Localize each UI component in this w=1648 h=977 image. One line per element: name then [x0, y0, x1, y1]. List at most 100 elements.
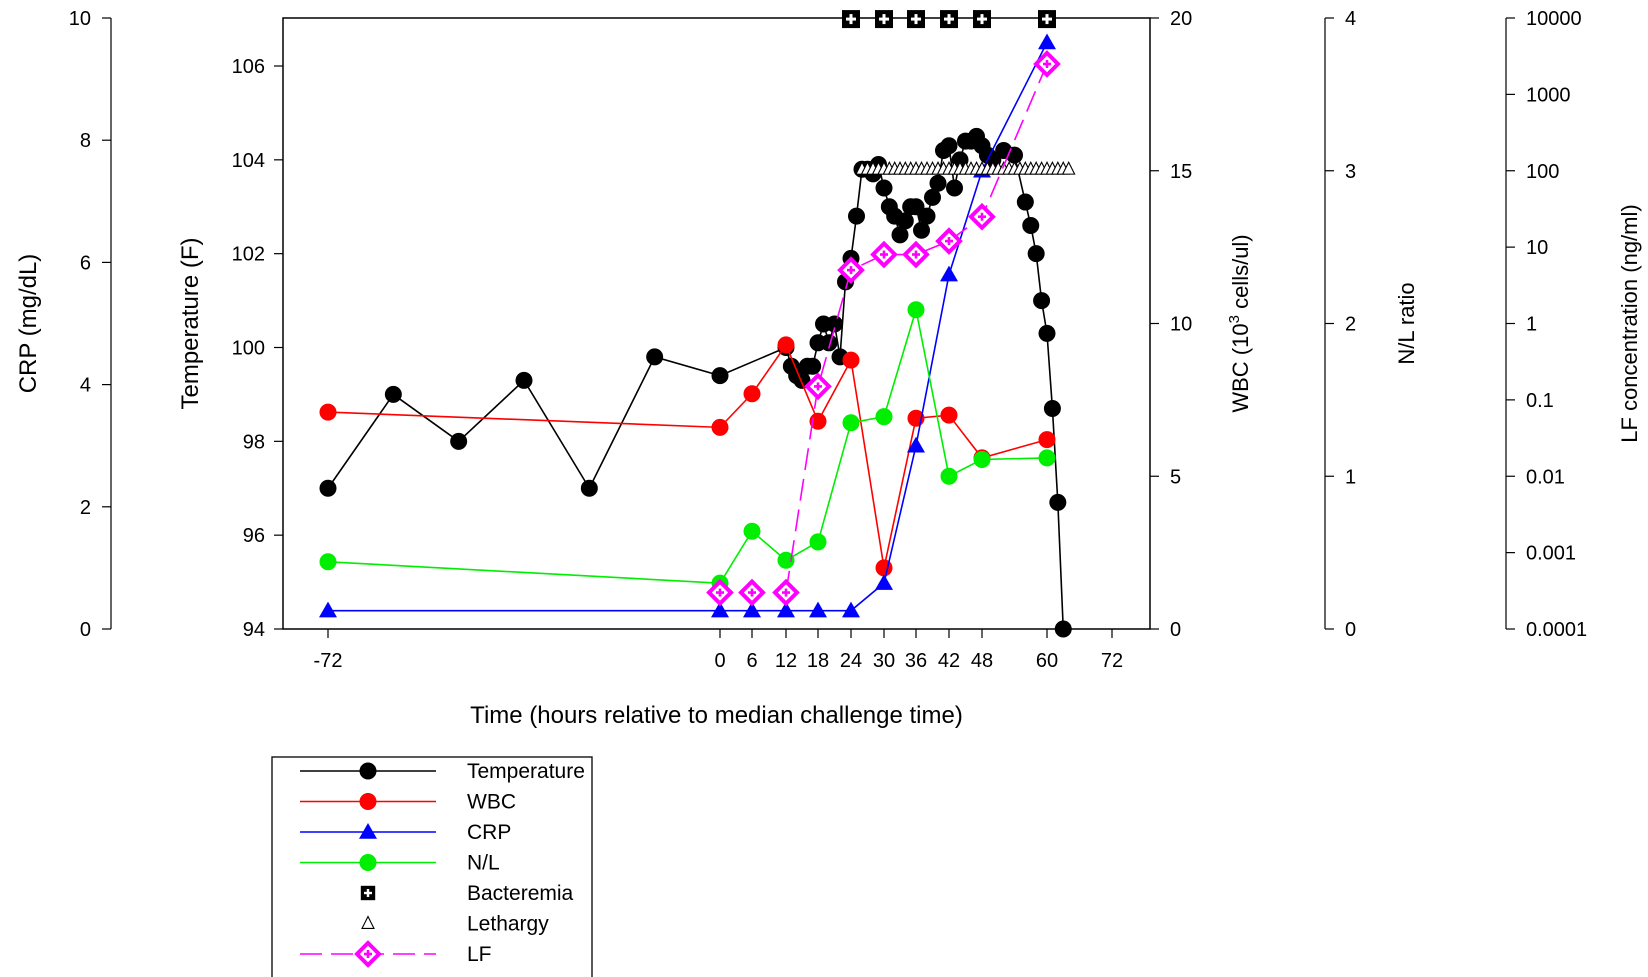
data-point	[743, 385, 761, 403]
wbc-tick-label: 10	[1170, 314, 1192, 336]
nl-tick-label: 0	[1345, 619, 1356, 641]
data-point	[968, 202, 996, 231]
data-point	[1033, 292, 1051, 310]
legend-item: Lethargy	[361, 913, 549, 936]
legend-marker	[359, 823, 377, 839]
data-point	[1038, 324, 1056, 342]
data-point	[940, 406, 958, 424]
data-point	[973, 450, 991, 468]
legend: Temperature WBC CRP N/L Bacteremia Lethargy LF	[271, 756, 593, 977]
x-tick-label: 0	[714, 650, 725, 672]
data-point	[1022, 217, 1040, 235]
legend-marker	[359, 793, 377, 810]
crp-tick-label: 0	[80, 619, 91, 641]
x-tick-label: 36	[905, 650, 927, 672]
legend-item: WBC	[300, 791, 516, 814]
data-point	[646, 348, 664, 366]
data-point	[743, 522, 761, 540]
data-point	[902, 240, 930, 269]
data-point	[319, 479, 337, 497]
data-point	[1054, 620, 1072, 638]
data-point	[777, 336, 795, 354]
legend-label: LF	[467, 943, 492, 966]
series	[319, 10, 1076, 638]
data-point	[918, 207, 936, 225]
data-point	[935, 227, 963, 255]
data-point	[804, 357, 822, 375]
data-point	[580, 479, 598, 497]
plot-frame	[282, 17, 1151, 630]
legend-item: Temperature	[300, 760, 585, 783]
legend-item: CRP	[300, 821, 511, 844]
legend-item: N/L	[300, 852, 500, 875]
data-point	[929, 174, 947, 192]
data-point	[711, 601, 729, 618]
legend-box	[271, 756, 593, 977]
legend-label: Bacteremia	[467, 882, 574, 905]
data-point	[515, 371, 533, 389]
data-point	[875, 10, 893, 29]
lf-tick-label: 0.0001	[1526, 619, 1587, 641]
x-tick-label: 6	[746, 650, 757, 672]
data-point	[848, 207, 865, 225]
nl-axis-label: N/L ratio	[1394, 282, 1419, 364]
data-point	[842, 10, 860, 29]
series-temperature	[319, 127, 1072, 638]
series-bacteremia	[842, 10, 1056, 29]
data-point	[777, 601, 795, 618]
x-tick-label: 12	[775, 650, 797, 672]
wbc-axis-label: WBC (103 cells/ul)	[1226, 234, 1253, 412]
legend-marker	[359, 854, 377, 871]
wbc-tick-label: 5	[1170, 466, 1181, 488]
data-point	[907, 301, 925, 319]
temp-axis-label: Temperature (F)	[177, 237, 204, 409]
data-point	[743, 601, 761, 618]
legend-marker	[354, 940, 382, 968]
crp-axis-label: CRP (mg/dL)	[15, 254, 42, 394]
nl-tick-label: 2	[1345, 314, 1356, 336]
temp-tick-label: 94	[243, 619, 265, 641]
data-point	[809, 601, 827, 618]
x-tick-label: 42	[938, 650, 960, 672]
series-line	[327, 343, 1048, 569]
wbc-tick-label: 15	[1170, 161, 1192, 183]
data-point	[875, 574, 893, 590]
data-point	[907, 198, 925, 216]
data-point	[875, 179, 893, 197]
lf-tick-label: 1	[1526, 314, 1537, 336]
crp-tick-label: 8	[80, 130, 91, 152]
data-point	[319, 553, 337, 571]
crp-tick-label: 6	[80, 252, 91, 274]
x-tick-label: 60	[1036, 650, 1058, 672]
legend-label: WBC	[467, 791, 516, 814]
data-point	[973, 10, 991, 29]
x-tick-label: 24	[840, 650, 862, 672]
data-point	[940, 137, 958, 155]
data-point	[319, 601, 337, 618]
x-tick-label: 30	[873, 650, 895, 672]
data-point	[940, 265, 958, 282]
x-axis-label: Time (hours relative to median challenge…	[470, 702, 963, 729]
data-point	[1038, 33, 1056, 50]
data-point	[1038, 449, 1056, 467]
data-point	[772, 578, 800, 607]
data-point	[809, 533, 827, 551]
lf-tick-label: 0.001	[1526, 543, 1576, 565]
legend-marker	[360, 885, 376, 901]
legend-label: CRP	[467, 821, 511, 844]
data-point	[837, 256, 865, 284]
temp-tick-label: 96	[243, 525, 265, 547]
data-point	[875, 408, 893, 426]
crp-tick-label: 2	[80, 497, 91, 519]
lf-tick-label: 10000	[1526, 8, 1582, 30]
x-tick-label: -72	[314, 650, 343, 672]
nl-tick-label: 4	[1345, 8, 1356, 30]
series-line	[327, 135, 1065, 630]
data-point	[450, 432, 468, 450]
data-point	[946, 179, 963, 197]
legend-label: Temperature	[467, 760, 585, 783]
nl-tick-label: 3	[1345, 161, 1356, 183]
wbc-tick-label: 0	[1170, 619, 1181, 641]
legend-label: N/L	[467, 852, 500, 875]
